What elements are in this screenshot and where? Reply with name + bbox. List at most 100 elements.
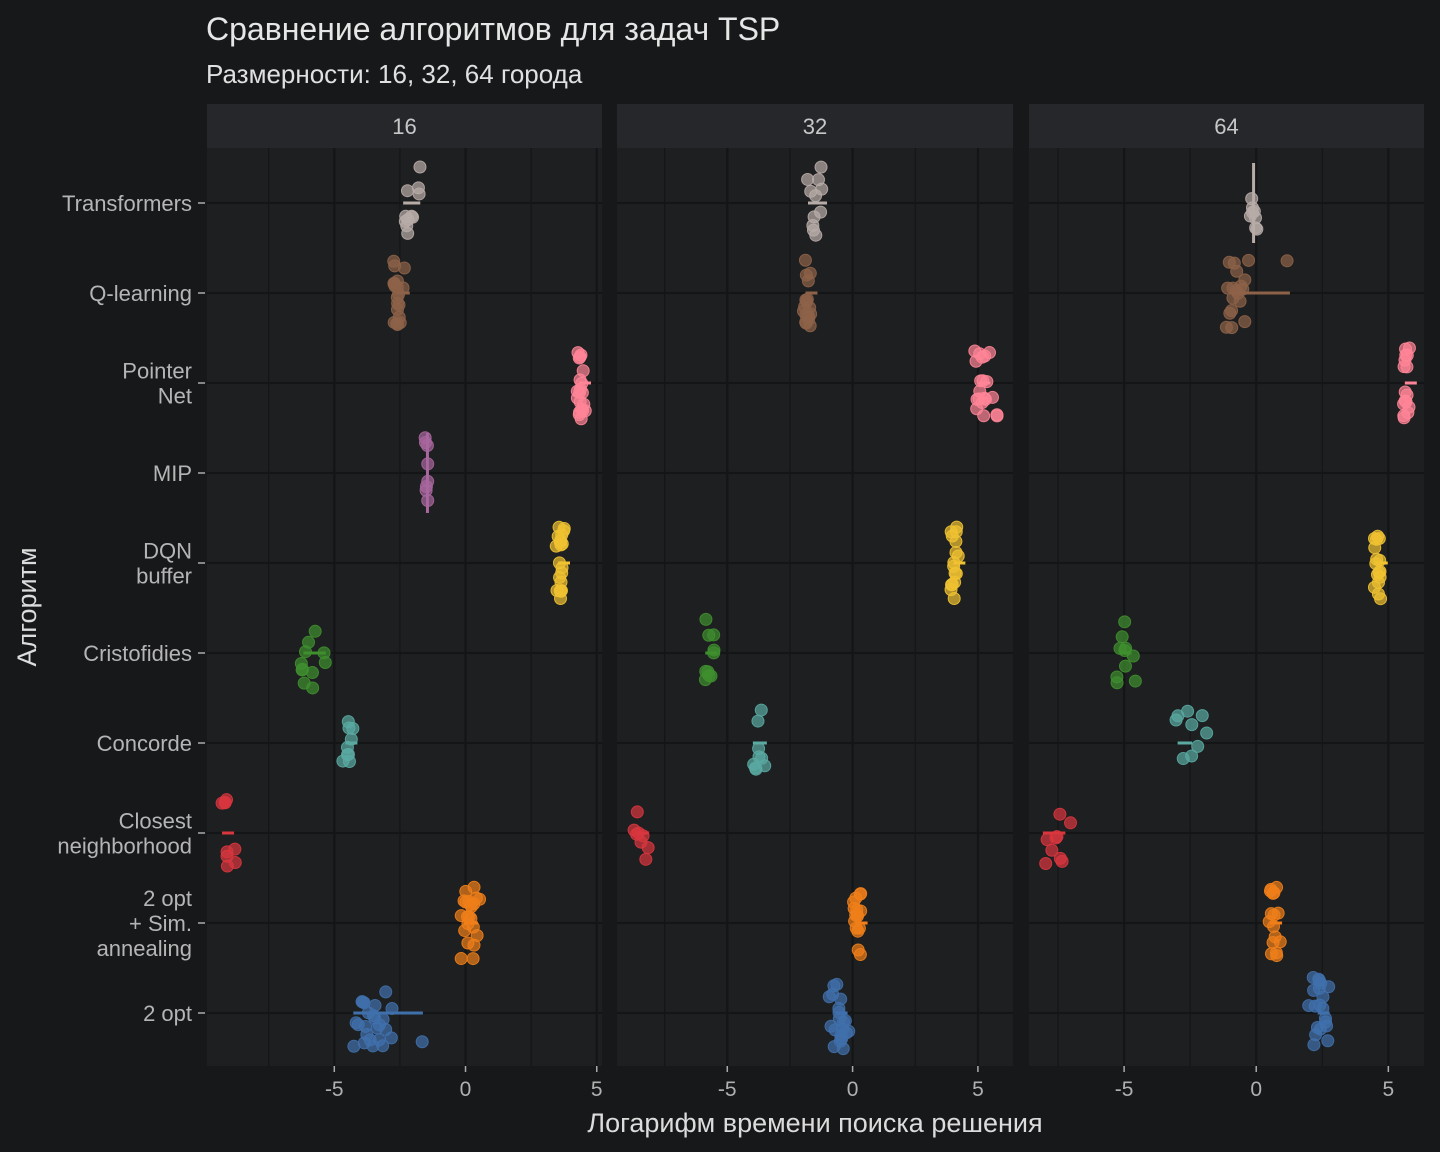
data-point bbox=[305, 666, 319, 680]
data-point bbox=[308, 624, 322, 638]
data-point bbox=[401, 226, 415, 240]
data-point bbox=[1371, 529, 1385, 543]
data-point bbox=[1273, 935, 1287, 949]
data-point bbox=[802, 312, 816, 326]
data-point bbox=[832, 1012, 846, 1026]
data-point bbox=[811, 173, 825, 187]
data-point bbox=[978, 391, 992, 405]
facet-strip bbox=[1029, 104, 1424, 148]
data-point bbox=[215, 796, 229, 810]
group-transformers bbox=[398, 160, 427, 240]
data-point bbox=[454, 952, 468, 966]
y-tick-label: Q-learning bbox=[89, 281, 192, 306]
data-point bbox=[220, 859, 234, 873]
data-point bbox=[702, 628, 716, 642]
panel-background bbox=[1029, 148, 1424, 1066]
data-point bbox=[415, 1035, 429, 1049]
x-tick-label: -5 bbox=[325, 1078, 344, 1101]
data-point bbox=[1191, 739, 1205, 753]
data-point bbox=[809, 189, 823, 203]
y-tick-label: MIP bbox=[153, 461, 192, 486]
data-point bbox=[641, 841, 655, 855]
x-tick-label: -5 bbox=[718, 1078, 737, 1101]
data-point bbox=[405, 209, 419, 223]
group-mip bbox=[418, 431, 435, 513]
data-point bbox=[1045, 843, 1059, 857]
data-point bbox=[368, 998, 382, 1012]
group-transformers bbox=[1243, 163, 1264, 243]
data-point bbox=[945, 577, 959, 591]
x-tick-label: -5 bbox=[1115, 1078, 1134, 1101]
data-point bbox=[412, 187, 426, 201]
group-cristofidies bbox=[294, 624, 332, 695]
data-point bbox=[798, 253, 812, 267]
data-point bbox=[397, 261, 411, 275]
data-point bbox=[413, 160, 427, 174]
data-point bbox=[1115, 630, 1129, 644]
data-point bbox=[1245, 192, 1259, 206]
group-closest-neighborhood bbox=[215, 793, 242, 873]
y-tick-label: Concorde bbox=[97, 731, 192, 756]
data-point bbox=[555, 537, 569, 551]
data-point bbox=[828, 1023, 842, 1037]
data-point bbox=[1321, 1034, 1335, 1048]
data-point bbox=[799, 268, 813, 282]
data-point bbox=[1307, 1038, 1321, 1052]
data-point bbox=[466, 952, 480, 966]
data-point bbox=[1238, 315, 1252, 329]
data-point bbox=[1269, 946, 1283, 960]
facet-strip bbox=[207, 104, 602, 148]
data-point bbox=[850, 909, 864, 923]
y-tick-label: Pointer Net bbox=[122, 359, 192, 409]
data-point bbox=[1397, 411, 1411, 425]
y-tick-label: Cristofidies bbox=[83, 641, 192, 666]
group-pointer-net bbox=[968, 344, 1004, 423]
x-tick-label: 5 bbox=[1382, 1078, 1394, 1101]
data-point bbox=[1242, 253, 1256, 267]
data-point bbox=[1118, 644, 1132, 658]
data-point bbox=[387, 315, 401, 329]
data-point bbox=[1053, 807, 1067, 821]
data-point bbox=[1110, 676, 1124, 690]
facets: 16 -5 0 5 32 -5 0 5 64 -5 0 5 bbox=[207, 104, 1424, 1101]
data-point bbox=[573, 350, 587, 364]
group-dqn-buffer bbox=[1367, 529, 1388, 606]
data-point bbox=[1367, 580, 1381, 594]
data-point bbox=[814, 205, 828, 219]
data-point bbox=[754, 703, 768, 717]
y-tick-label: 2 opt bbox=[143, 1001, 192, 1026]
group-q-learning bbox=[1219, 253, 1294, 335]
data-point bbox=[467, 897, 481, 911]
data-point bbox=[630, 805, 644, 819]
data-point bbox=[751, 714, 765, 728]
data-point bbox=[1234, 279, 1248, 293]
chart-subtitle: Размерности: 16, 32, 64 города bbox=[206, 59, 583, 89]
data-point bbox=[1185, 749, 1199, 763]
facet-16: 16 -5 0 5 bbox=[207, 104, 603, 1101]
data-point bbox=[758, 759, 772, 773]
data-point bbox=[1225, 321, 1239, 335]
panel-background bbox=[207, 148, 602, 1066]
data-point bbox=[701, 665, 715, 679]
group-2-opt-+-sim.-annealing bbox=[454, 880, 487, 966]
data-point bbox=[990, 409, 1004, 423]
facet-strip-label: 32 bbox=[803, 114, 827, 139]
data-point bbox=[1267, 886, 1281, 900]
data-point bbox=[1169, 713, 1183, 727]
data-point bbox=[1200, 726, 1214, 740]
y-tick-label: Transformers bbox=[62, 191, 192, 216]
data-point bbox=[1313, 998, 1327, 1012]
data-point bbox=[1128, 674, 1142, 688]
group-dqn-buffer bbox=[549, 520, 571, 605]
data-point bbox=[387, 254, 401, 268]
x-axis-title: Логарифм времени поиска решения bbox=[587, 1108, 1042, 1138]
facet-32: 32 -5 0 5 bbox=[617, 104, 1013, 1101]
group-concorde bbox=[336, 715, 360, 769]
group-2-opt bbox=[1302, 971, 1336, 1052]
data-point bbox=[834, 992, 848, 1006]
data-point bbox=[1181, 704, 1195, 718]
group-pointer-net bbox=[1397, 341, 1417, 425]
data-point bbox=[639, 852, 653, 866]
group-2-opt bbox=[347, 985, 429, 1053]
data-point bbox=[1118, 615, 1132, 629]
